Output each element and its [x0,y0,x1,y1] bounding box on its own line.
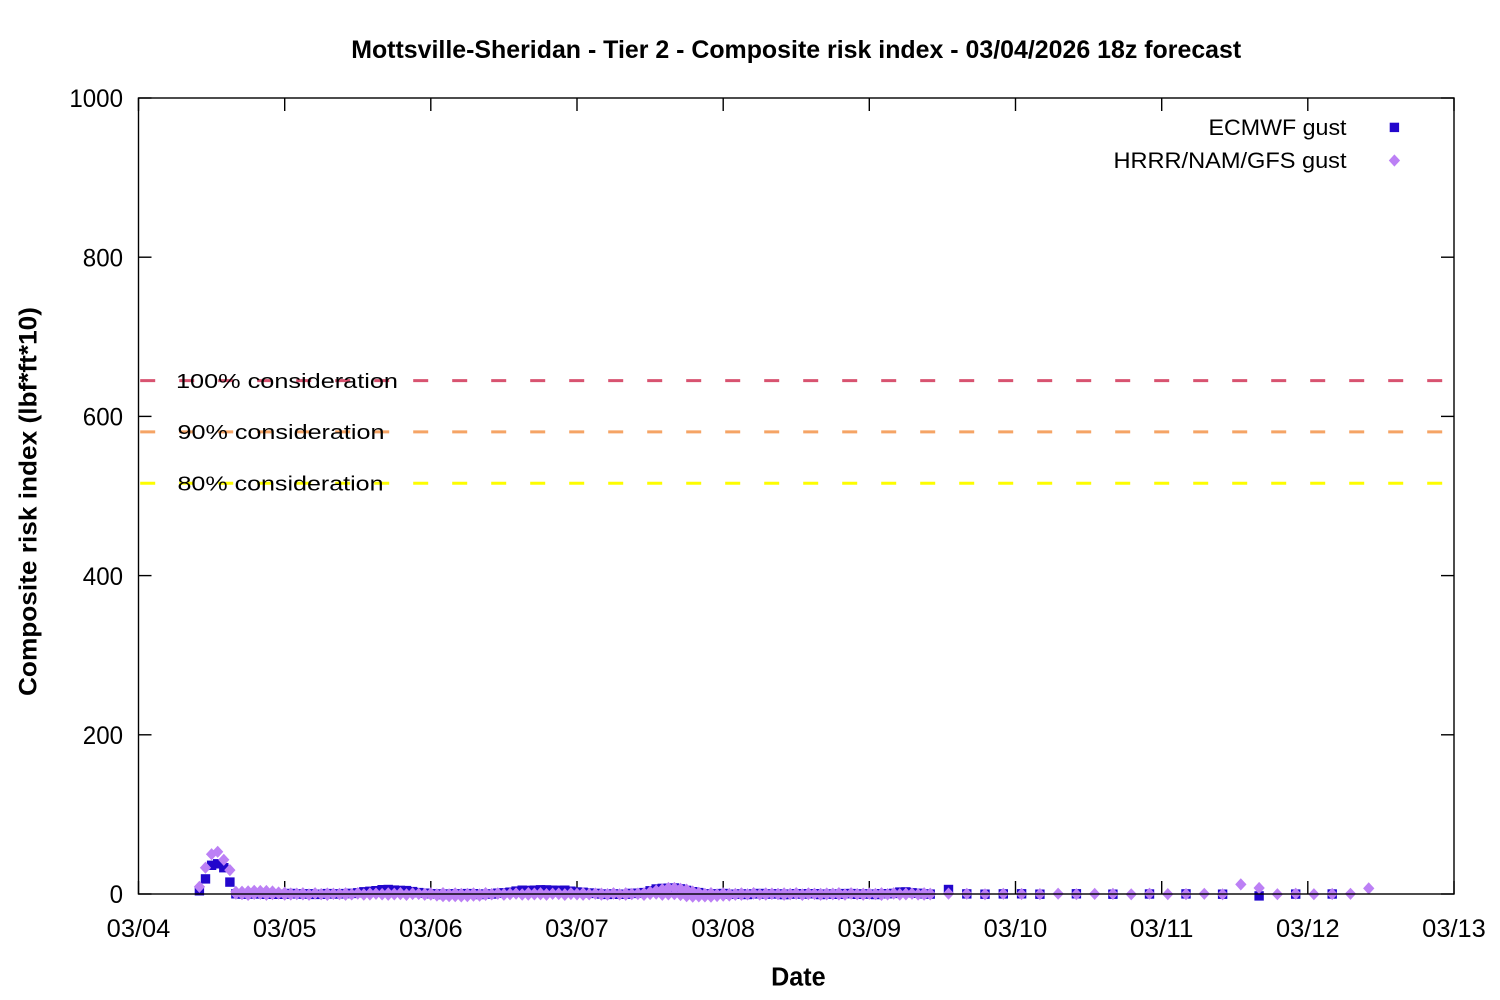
svg-text:03/05: 03/05 [253,915,317,943]
svg-text:03/04: 03/04 [107,915,171,943]
svg-text:03/09: 03/09 [838,915,902,943]
svg-text:80% consideration: 80% consideration [178,473,384,496]
svg-text:03/12: 03/12 [1276,915,1340,943]
svg-text:200: 200 [83,722,123,750]
svg-text:90% consideration: 90% consideration [178,421,385,444]
svg-text:Mottsville-Sheridan - Tier 2 -: Mottsville-Sheridan - Tier 2 - Composite… [351,36,1242,64]
svg-text:03/07: 03/07 [545,915,609,943]
svg-text:03/06: 03/06 [399,915,463,943]
svg-text:1000: 1000 [69,85,123,113]
svg-text:03/13: 03/13 [1422,915,1486,943]
svg-text:ECMWF gust: ECMWF gust [1209,115,1348,140]
svg-text:0: 0 [110,881,123,909]
svg-text:Composite risk index (lbf*ft*1: Composite risk index (lbf*ft*10) [15,307,43,696]
svg-text:Date: Date [771,963,826,991]
svg-text:600: 600 [83,404,123,432]
svg-text:HRRR/NAM/GFS gust: HRRR/NAM/GFS gust [1114,148,1348,173]
svg-text:400: 400 [83,563,123,591]
svg-text:03/11: 03/11 [1130,915,1194,943]
svg-text:03/08: 03/08 [691,915,755,943]
svg-text:03/10: 03/10 [984,915,1048,943]
svg-text:100% consideration: 100% consideration [176,370,398,393]
svg-text:800: 800 [83,244,123,272]
